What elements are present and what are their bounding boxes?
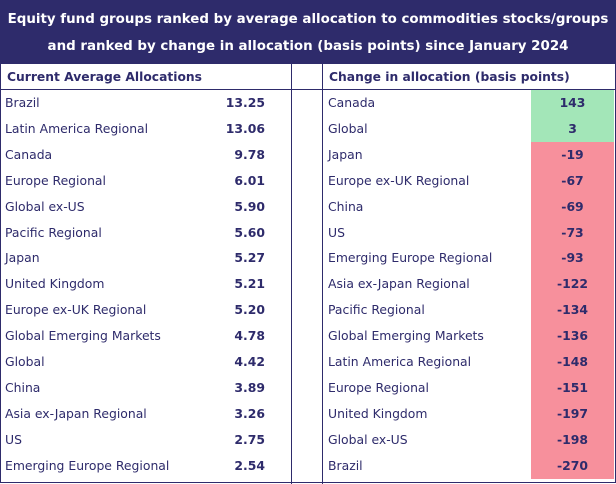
change-label: Japan xyxy=(328,146,363,162)
change-label: Asia ex-Japan Regional xyxy=(328,276,470,292)
allocation-value: 5.21 xyxy=(234,276,265,292)
allocation-label: Global xyxy=(5,354,45,369)
change-label: Global Emerging Markets xyxy=(328,328,484,344)
change-row: Europe ex-UK Regional xyxy=(328,168,518,194)
allocation-value: 6.01 xyxy=(234,172,265,188)
change-value: -198 xyxy=(531,426,614,453)
allocations-heading: Current Average Allocations xyxy=(7,70,202,84)
change-row: Emerging Europe Regional xyxy=(328,245,518,271)
allocation-row: Global Emerging Markets 4.78 xyxy=(5,323,265,349)
change-value: -19 xyxy=(531,141,614,168)
change-row: Asia ex-Japan Regional xyxy=(328,271,518,297)
change-label: Global xyxy=(328,120,368,136)
change-row: US xyxy=(328,220,518,246)
allocation-value: 5.60 xyxy=(234,224,265,240)
allocation-value: 5.20 xyxy=(234,302,265,318)
change-heading: Change in allocation (basis points) xyxy=(329,70,570,84)
title-line-1: Equity fund groups ranked by average all… xyxy=(7,12,609,27)
table-header: Equity fund groups ranked by average all… xyxy=(1,1,615,64)
allocation-row: Global ex-US 5.90 xyxy=(5,194,265,220)
allocation-value: 3.89 xyxy=(234,379,265,395)
change-row: China xyxy=(328,194,518,220)
allocation-value: 2.54 xyxy=(234,457,265,473)
allocation-row: Global 4.42 xyxy=(5,349,265,375)
allocation-label: Japan xyxy=(5,250,40,266)
allocation-label: US xyxy=(5,431,22,447)
allocation-row: Canada 9.78 xyxy=(5,142,265,168)
change-label: Latin America Regional xyxy=(328,354,472,369)
heading-divider xyxy=(1,89,615,90)
change-label: Europe ex-UK Regional xyxy=(328,172,470,188)
allocation-value: 5.90 xyxy=(234,198,265,214)
allocation-row: China 3.89 xyxy=(5,375,265,401)
change-value: -270 xyxy=(531,452,614,479)
allocation-row: Japan 5.27 xyxy=(5,245,265,271)
change-value: -122 xyxy=(531,271,614,298)
allocation-label: United Kingdom xyxy=(5,276,105,292)
change-value: -93 xyxy=(531,245,614,272)
change-label: Brazil xyxy=(328,457,363,473)
change-value: -151 xyxy=(531,374,614,401)
allocation-label: Europe Regional xyxy=(5,172,106,188)
allocation-label: Pacific Regional xyxy=(5,224,102,240)
change-value: -134 xyxy=(531,297,614,324)
change-label: United Kingdom xyxy=(328,405,428,421)
title-line-2: and ranked by change in allocation (basi… xyxy=(47,39,569,54)
change-value: -197 xyxy=(531,400,614,427)
change-row: Japan xyxy=(328,142,518,168)
allocation-label: Emerging Europe Regional xyxy=(5,457,170,473)
allocation-row: Brazil 13.25 xyxy=(5,90,265,116)
change-label: Europe Regional xyxy=(328,379,429,395)
change-value: -148 xyxy=(531,349,614,375)
allocation-label: Global ex-US xyxy=(5,198,85,214)
allocation-label: Brazil xyxy=(5,95,40,110)
allocation-row: Latin America Regional 13.06 xyxy=(5,116,265,142)
change-row: Brazil xyxy=(328,453,518,479)
allocation-row: Asia ex-Japan Regional 3.26 xyxy=(5,401,265,427)
column-divider-left xyxy=(291,64,292,484)
change-row: Pacific Regional xyxy=(328,297,518,323)
allocation-label: Latin America Regional xyxy=(5,120,149,136)
allocation-value: 2.75 xyxy=(234,431,265,447)
allocation-label: China xyxy=(5,379,41,395)
change-label: Canada xyxy=(328,95,376,110)
allocation-value: 4.78 xyxy=(234,328,265,344)
change-label: China xyxy=(328,198,364,214)
allocation-value: 3.26 xyxy=(234,405,265,421)
change-row: Global xyxy=(328,116,518,142)
allocation-row: Europe Regional 6.01 xyxy=(5,168,265,194)
change-label: Emerging Europe Regional xyxy=(328,250,493,266)
allocation-value: 9.78 xyxy=(234,146,265,162)
allocation-label: Europe ex-UK Regional xyxy=(5,302,147,318)
change-row: Canada xyxy=(328,90,518,116)
change-row: United Kingdom xyxy=(328,401,518,427)
allocation-row: Emerging Europe Regional 2.54 xyxy=(5,453,265,479)
allocation-label: Canada xyxy=(5,146,53,162)
change-label: Global ex-US xyxy=(328,431,408,447)
allocation-label: Asia ex-Japan Regional xyxy=(5,405,147,421)
allocation-value: 5.27 xyxy=(234,250,265,266)
column-divider-right xyxy=(322,64,323,484)
change-value: -136 xyxy=(531,323,614,350)
change-value: 143 xyxy=(531,90,614,116)
allocation-row: US 2.75 xyxy=(5,427,265,453)
allocation-value: 4.42 xyxy=(234,354,265,369)
allocation-row: Europe ex-UK Regional 5.20 xyxy=(5,297,265,323)
change-value: -69 xyxy=(531,193,614,220)
change-row: Global ex-US xyxy=(328,427,518,453)
change-value: 3 xyxy=(531,115,614,142)
allocation-value: 13.06 xyxy=(225,120,265,136)
change-row: Global Emerging Markets xyxy=(328,323,518,349)
change-row: Europe Regional xyxy=(328,375,518,401)
change-value: -73 xyxy=(531,219,614,246)
allocation-row: Pacific Regional 5.60 xyxy=(5,220,265,246)
allocation-row: United Kingdom 5.21 xyxy=(5,271,265,297)
change-label: Pacific Regional xyxy=(328,302,425,318)
change-value: -67 xyxy=(531,167,614,194)
allocation-value: 13.25 xyxy=(225,95,265,110)
change-row: Latin America Regional xyxy=(328,349,518,375)
change-label: US xyxy=(328,224,345,240)
allocation-label: Global Emerging Markets xyxy=(5,328,161,344)
